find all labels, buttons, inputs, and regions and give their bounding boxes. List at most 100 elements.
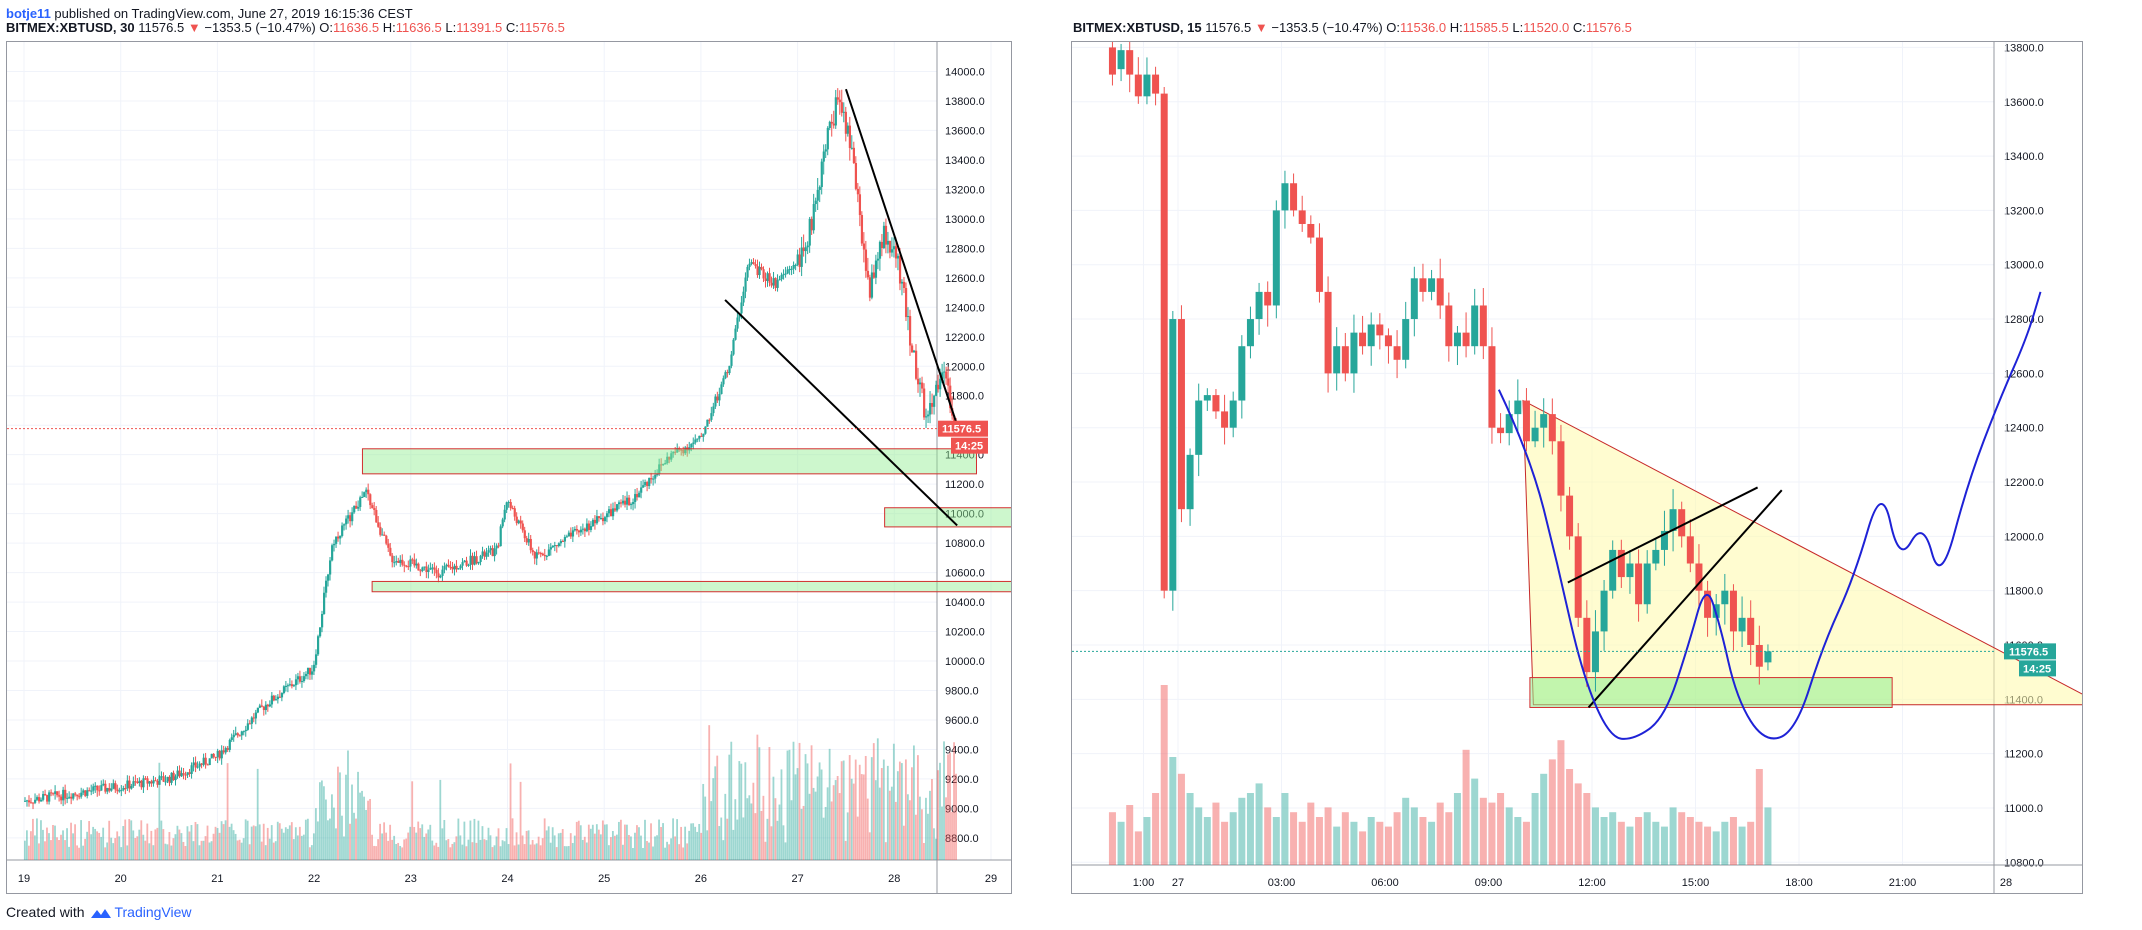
left-candle-body xyxy=(369,494,372,506)
left-volume-bar xyxy=(840,761,843,860)
left-candle-body xyxy=(810,218,813,231)
right-time-tick-label: 12:00 xyxy=(1578,877,1606,889)
right-price-tick-label: 13800.0 xyxy=(2004,42,2044,54)
right-candle-body xyxy=(1126,50,1134,75)
left-candle-body xyxy=(38,797,41,802)
left-candle-body xyxy=(373,508,376,510)
left-volume-bar xyxy=(830,801,833,860)
left-volume-bar xyxy=(361,790,363,860)
left-volume-bar xyxy=(337,766,339,860)
left-volume-bar xyxy=(282,832,285,860)
right-candle-body xyxy=(1695,563,1703,591)
right-chart-panel[interactable]: 13800.0 13600.0 13400.0 13200.0 13000.0 12800… xyxy=(1071,41,2083,894)
right-price-tick-label: 13200.0 xyxy=(2004,205,2044,217)
left-volume-bar xyxy=(694,826,697,860)
left-candle-body xyxy=(102,783,105,786)
left-trendline xyxy=(724,299,958,527)
left-candle-body xyxy=(359,497,362,507)
left-volume-bar xyxy=(559,832,562,860)
left-volume-bar xyxy=(463,821,466,860)
left-volume-bar xyxy=(529,844,532,860)
left-volume-bar xyxy=(676,819,679,860)
left-volume-bar xyxy=(459,835,462,860)
left-candle-body xyxy=(724,372,727,379)
left-volume-bar xyxy=(333,807,335,860)
left-candle-body xyxy=(118,790,121,792)
author-link[interactable]: botje11 xyxy=(6,6,51,21)
left-candle-body xyxy=(569,532,573,537)
left-candle-body xyxy=(505,502,508,510)
left-candle-body xyxy=(894,246,898,259)
left-volume-bar xyxy=(310,845,313,860)
left-volume-bar xyxy=(429,824,432,860)
left-candle-body xyxy=(541,553,544,556)
right-volume-bar xyxy=(1635,817,1643,865)
left-candle-body xyxy=(459,565,462,569)
right-projection-curve xyxy=(1497,291,2042,740)
left-volume-bar xyxy=(798,742,801,860)
tradingview-link[interactable]: TradingView xyxy=(114,904,192,920)
left-low-label: L: xyxy=(445,20,457,35)
left-candle-body xyxy=(363,492,366,497)
left-candle-body xyxy=(62,789,65,801)
left-candle-body xyxy=(164,781,167,783)
left-volume-bar xyxy=(860,774,863,860)
left-candle-body xyxy=(258,705,261,708)
right-candle-body xyxy=(1419,278,1427,292)
right-candle-body xyxy=(1609,549,1617,591)
left-candle-body xyxy=(477,561,480,564)
right-candle-body xyxy=(1531,427,1539,442)
right-volume-bar xyxy=(1471,778,1479,865)
left-candle-body xyxy=(583,528,587,532)
left-candle-body xyxy=(740,302,743,314)
left-volume-bar xyxy=(244,819,247,860)
right-high: 11585.5 xyxy=(1462,20,1509,35)
left-volume-bar xyxy=(377,839,379,860)
left-candle-body xyxy=(391,555,394,563)
right-volume-bar xyxy=(1333,826,1341,865)
left-volume-bar xyxy=(148,843,151,860)
right-volume-bar xyxy=(1497,793,1505,865)
created-with-text: Created with xyxy=(6,904,85,920)
left-candle-body xyxy=(150,781,153,784)
right-volume-bar xyxy=(1479,797,1487,865)
left-candle-body xyxy=(858,194,862,216)
left-candle-body xyxy=(367,489,370,495)
left-volume-bar xyxy=(688,830,691,860)
left-candle-body xyxy=(304,673,308,677)
left-candle-body xyxy=(888,240,892,253)
left-candle-body xyxy=(915,350,918,379)
left-price-tick-label: 12200.0 xyxy=(945,332,985,344)
left-volume-bar xyxy=(923,842,925,860)
right-volume-bar xyxy=(1462,749,1470,865)
left-volume-bar xyxy=(955,773,957,860)
left-candle-body xyxy=(349,515,352,522)
left-price-tick-label: 13600.0 xyxy=(945,125,985,137)
left-candle-body xyxy=(308,667,312,675)
right-volume-bar xyxy=(1764,807,1772,865)
left-volume-bar xyxy=(778,804,781,860)
left-candle-body xyxy=(884,225,888,245)
left-candle-body xyxy=(451,567,454,570)
left-candle-body xyxy=(300,681,304,683)
right-candle-body xyxy=(1298,210,1306,224)
left-volume-bar xyxy=(754,813,757,860)
left-volume-bar xyxy=(270,825,273,860)
left-candle-body xyxy=(836,97,839,100)
left-volume-bar xyxy=(335,828,337,860)
left-candle-body xyxy=(469,555,472,565)
right-chart-svg[interactable]: 13800.0 13600.0 13400.0 13200.0 13000.0 12800… xyxy=(1072,42,2082,893)
right-candle-body xyxy=(1186,454,1194,510)
left-volume-bar xyxy=(900,763,903,860)
left-chart-svg[interactable]: 14000.0 13800.0 13600.0 13400.0 13200.0 13000… xyxy=(7,42,1011,893)
left-symbol: BITMEX:XBTUSD, 30 xyxy=(6,20,135,35)
left-candle-body xyxy=(220,750,223,759)
left-candle-body xyxy=(794,264,797,266)
left-chart-panel[interactable]: 14000.0 13800.0 13600.0 13400.0 13200.0 13000… xyxy=(6,41,1012,894)
left-candle-body xyxy=(521,523,524,531)
left-candle-body xyxy=(196,766,199,768)
left-candle-body xyxy=(110,788,113,791)
left-candle-body xyxy=(114,783,117,790)
left-candle-body xyxy=(419,570,422,572)
left-volume-bar xyxy=(449,847,452,860)
